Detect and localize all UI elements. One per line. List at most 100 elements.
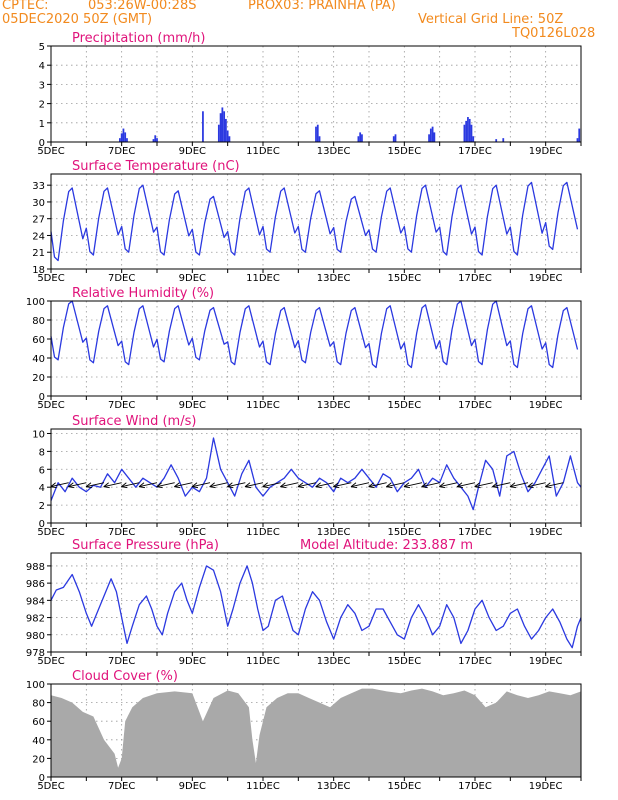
- wind-ytick-label: 0: [39, 519, 45, 530]
- wind-vector-head: [156, 482, 163, 489]
- humidity-xtick-label: 11DEC: [246, 400, 280, 411]
- header-station: PROX03: PRAINHA (PA): [248, 0, 396, 13]
- wind-frame: [50, 428, 582, 524]
- humidity-ytick-label: 100: [26, 297, 45, 308]
- precipitation-bar: [467, 117, 469, 142]
- wind-xtick-label: 11DEC: [246, 527, 280, 538]
- precipitation-xtick-label: 17DEC: [458, 146, 492, 157]
- temperature-xtick-label: 19DEC: [529, 273, 563, 284]
- pressure-xtick-label: 9DEC: [179, 656, 206, 667]
- wind-vector: [262, 482, 281, 488]
- precipitation-xtick-label: 13DEC: [317, 146, 351, 157]
- humidity-xtick-label: 13DEC: [317, 400, 351, 411]
- wind-vector: [138, 482, 158, 488]
- wind-xtick-label: 15DEC: [387, 527, 421, 538]
- pressure-ytick-label: 988: [26, 562, 45, 573]
- humidity-ytick-label: 0: [39, 392, 45, 403]
- precipitation-bar: [433, 132, 436, 142]
- pressure-frame: [50, 552, 582, 653]
- humidity-title: Relative Humidity (%): [72, 286, 214, 301]
- precipitation-bar: [316, 124, 319, 142]
- wind-vector-head: [262, 482, 269, 489]
- precipitation-xtick-label: 7DEC: [108, 146, 135, 157]
- precipitation-xtick-label: 11DEC: [246, 146, 280, 157]
- precipitation-bar: [217, 124, 220, 142]
- wind-vector: [227, 482, 246, 488]
- wind-vector: [244, 482, 264, 488]
- wind-vector-head: [421, 482, 428, 489]
- wind-vector-head: [509, 482, 517, 489]
- precipitation-bar: [429, 128, 432, 142]
- temperature-xtick-label: 13DEC: [317, 273, 351, 284]
- pressure-ytick-label: 980: [26, 631, 45, 642]
- precipitation-bar: [357, 136, 360, 142]
- wind-ytick-label: 2: [39, 501, 45, 512]
- wind-vector-head: [103, 482, 110, 489]
- precipitation-ytick-label: 3: [39, 80, 45, 91]
- wind-vector-head: [315, 482, 322, 489]
- pressure-xtick-label: 15DEC: [387, 656, 421, 667]
- temperature-xtick-label: 5DEC: [37, 273, 64, 284]
- precipitation-bar: [318, 136, 321, 142]
- precipitation-ytick-label: 2: [39, 100, 45, 111]
- pressure-xtick-label: 7DEC: [108, 656, 135, 667]
- humidity-xtick-label: 19DEC: [529, 400, 563, 411]
- temperature-xtick-label: 11DEC: [246, 273, 280, 284]
- wind-vector-head: [297, 482, 305, 489]
- wind-vector-head: [368, 482, 375, 489]
- cloud-cover-xtick-label: 19DEC: [529, 781, 563, 792]
- wind-vector-head: [403, 482, 411, 489]
- wind-vector: [103, 482, 122, 488]
- wind-vector-head: [244, 482, 252, 489]
- wind-vector-head: [85, 482, 93, 489]
- precipitation-title: Precipitation (mm/h): [72, 31, 205, 46]
- cloud-cover-ytick-label: 20: [32, 754, 45, 765]
- header-source: CPTEC:: [2, 0, 49, 13]
- precipitation-bar: [361, 134, 363, 142]
- humidity-line: [50, 300, 579, 369]
- wind-vector-head: [280, 482, 287, 489]
- wind-vector-head: [68, 482, 75, 489]
- wind-vector-head: [174, 482, 181, 489]
- wind-title: Surface Wind (m/s): [72, 414, 196, 429]
- wind-xtick-label: 7DEC: [108, 527, 135, 538]
- humidity-ytick-label: 80: [32, 316, 45, 327]
- pressure-ytick-label: 978: [26, 648, 45, 659]
- wind-vector: [439, 482, 458, 488]
- precipitation-bar: [495, 139, 498, 142]
- wind-vector-head: [333, 482, 340, 489]
- wind-vector: [174, 482, 193, 488]
- wind-vector: [403, 482, 423, 488]
- wind-vector: [527, 482, 546, 488]
- wind-vector: [456, 482, 476, 488]
- precipitation-xtick-label: 19DEC: [529, 146, 563, 157]
- temperature-xtick-label: 7DEC: [108, 273, 135, 284]
- wind-vector: [386, 482, 405, 488]
- precipitation-bar: [463, 124, 466, 142]
- wind-vector: [297, 482, 317, 488]
- cloud-cover-xtick-label: 7DEC: [108, 781, 135, 792]
- wind-vector-head: [209, 482, 216, 489]
- wind-vector: [156, 482, 175, 488]
- wind-vector: [350, 482, 370, 488]
- precipitation-bar: [202, 111, 204, 142]
- wind-vector-head: [492, 482, 499, 489]
- precipitation-bar: [428, 134, 430, 142]
- precipitation-bar: [502, 138, 505, 142]
- cloud-cover-area: [51, 688, 581, 777]
- precipitation-bar: [576, 138, 579, 142]
- cloud-cover-xtick-label: 9DEC: [179, 781, 206, 792]
- wind-xtick-label: 5DEC: [37, 527, 64, 538]
- pressure-annotation: Model Altitude: 233.887 m: [300, 538, 473, 553]
- temperature-ytick-label: 18: [32, 265, 45, 276]
- pressure-xtick-label: 17DEC: [458, 656, 492, 667]
- temperature-xtick-label: 9DEC: [179, 273, 206, 284]
- cloud-cover-ytick-label: 60: [32, 717, 45, 728]
- precipitation-bar: [223, 111, 226, 142]
- cloud-cover-frame: [50, 683, 582, 778]
- humidity-xtick-label: 15DEC: [387, 400, 421, 411]
- cloud-cover-xtick-label: 5DEC: [37, 781, 64, 792]
- temperature-ytick-label: 21: [32, 248, 45, 259]
- humidity-ytick-label: 40: [32, 354, 45, 365]
